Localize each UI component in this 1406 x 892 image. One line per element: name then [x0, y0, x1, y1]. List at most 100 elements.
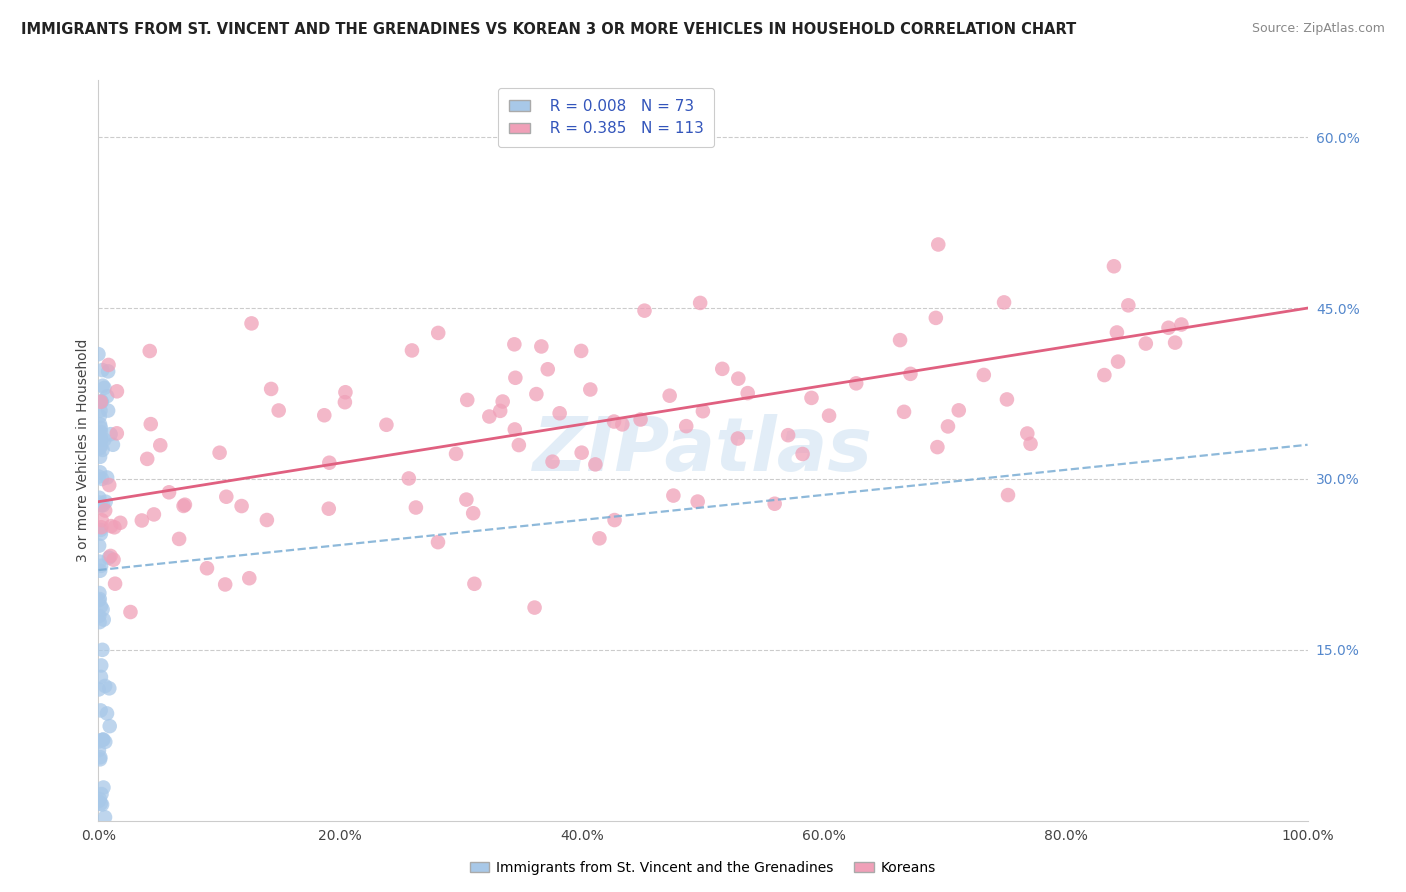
Point: [101, 438, 124, 452]
Point: [658, 389, 681, 403]
Point: [89, 792, 111, 806]
Point: [93, 433, 115, 447]
Point: [97, 403, 120, 417]
Point: [995, 392, 1018, 407]
Point: [427, 326, 450, 340]
Point: [89, 433, 111, 447]
Point: [530, 339, 553, 353]
Point: [737, 386, 759, 401]
Point: [267, 403, 290, 417]
Point: [503, 337, 526, 351]
Point: [90, 523, 112, 537]
Point: [97, 550, 120, 565]
Point: [91, 378, 114, 392]
Point: [90, 599, 112, 614]
Point: [711, 362, 734, 376]
Point: [90, 670, 112, 684]
Point: [90, 433, 112, 447]
Point: [492, 394, 515, 409]
Point: [91, 442, 114, 457]
Point: [131, 513, 153, 527]
Point: [139, 417, 162, 431]
Point: [444, 447, 467, 461]
Point: [94, 679, 117, 693]
Point: [1118, 298, 1140, 312]
Point: [97, 358, 120, 372]
Point: [120, 605, 142, 619]
Point: [89, 539, 111, 553]
Point: [93, 780, 115, 795]
Point: [173, 499, 195, 513]
Point: [94, 494, 117, 508]
Point: [633, 303, 655, 318]
Point: [91, 472, 114, 486]
Point: [91, 732, 114, 747]
Point: [90, 431, 112, 445]
Point: [90, 394, 112, 409]
Point: [94, 735, 117, 749]
Point: [89, 592, 111, 607]
Point: [548, 406, 571, 420]
Point: [463, 506, 485, 520]
Point: [90, 394, 112, 409]
Point: [90, 787, 112, 801]
Point: [401, 343, 423, 358]
Point: [948, 403, 970, 417]
Point: [89, 417, 111, 432]
Point: [1170, 318, 1192, 332]
Point: [87, 347, 110, 361]
Y-axis label: 3 or more Vehicles in Household: 3 or more Vehicles in Household: [76, 339, 90, 562]
Point: [142, 508, 165, 522]
Point: [215, 490, 238, 504]
Text: Source: ZipAtlas.com: Source: ZipAtlas.com: [1251, 22, 1385, 36]
Point: [689, 296, 711, 310]
Point: [89, 491, 111, 505]
Point: [727, 372, 749, 386]
Point: [1164, 335, 1187, 350]
Point: [89, 409, 111, 424]
Point: [96, 706, 118, 721]
Point: [93, 381, 115, 395]
Point: [89, 586, 111, 600]
Point: [603, 415, 626, 429]
Point: [260, 382, 283, 396]
Point: [91, 363, 114, 377]
Point: [318, 456, 340, 470]
Point: [94, 810, 117, 824]
Point: [240, 317, 263, 331]
Point: [89, 750, 111, 764]
Point: [91, 797, 114, 812]
Point: [1102, 260, 1125, 274]
Point: [925, 310, 948, 325]
Point: [87, 593, 110, 607]
Point: [583, 458, 606, 472]
Point: [87, 469, 110, 483]
Point: [167, 532, 190, 546]
Point: [87, 743, 110, 757]
Point: [505, 371, 527, 385]
Point: [91, 498, 114, 512]
Point: [662, 489, 685, 503]
Point: [1135, 336, 1157, 351]
Point: [523, 600, 546, 615]
Point: [90, 558, 112, 573]
Point: [100, 549, 122, 563]
Point: [89, 442, 111, 456]
Point: [208, 446, 231, 460]
Point: [91, 732, 114, 747]
Point: [792, 447, 814, 461]
Point: [800, 391, 823, 405]
Point: [1019, 437, 1042, 451]
Point: [603, 513, 626, 527]
Point: [98, 681, 121, 696]
Point: [89, 555, 111, 569]
Point: [893, 405, 915, 419]
Point: [90, 394, 112, 409]
Point: [96, 389, 118, 403]
Point: [90, 658, 112, 673]
Point: [103, 552, 125, 566]
Point: [90, 733, 112, 747]
Point: [89, 403, 111, 417]
Point: [89, 439, 111, 453]
Point: [1105, 326, 1128, 340]
